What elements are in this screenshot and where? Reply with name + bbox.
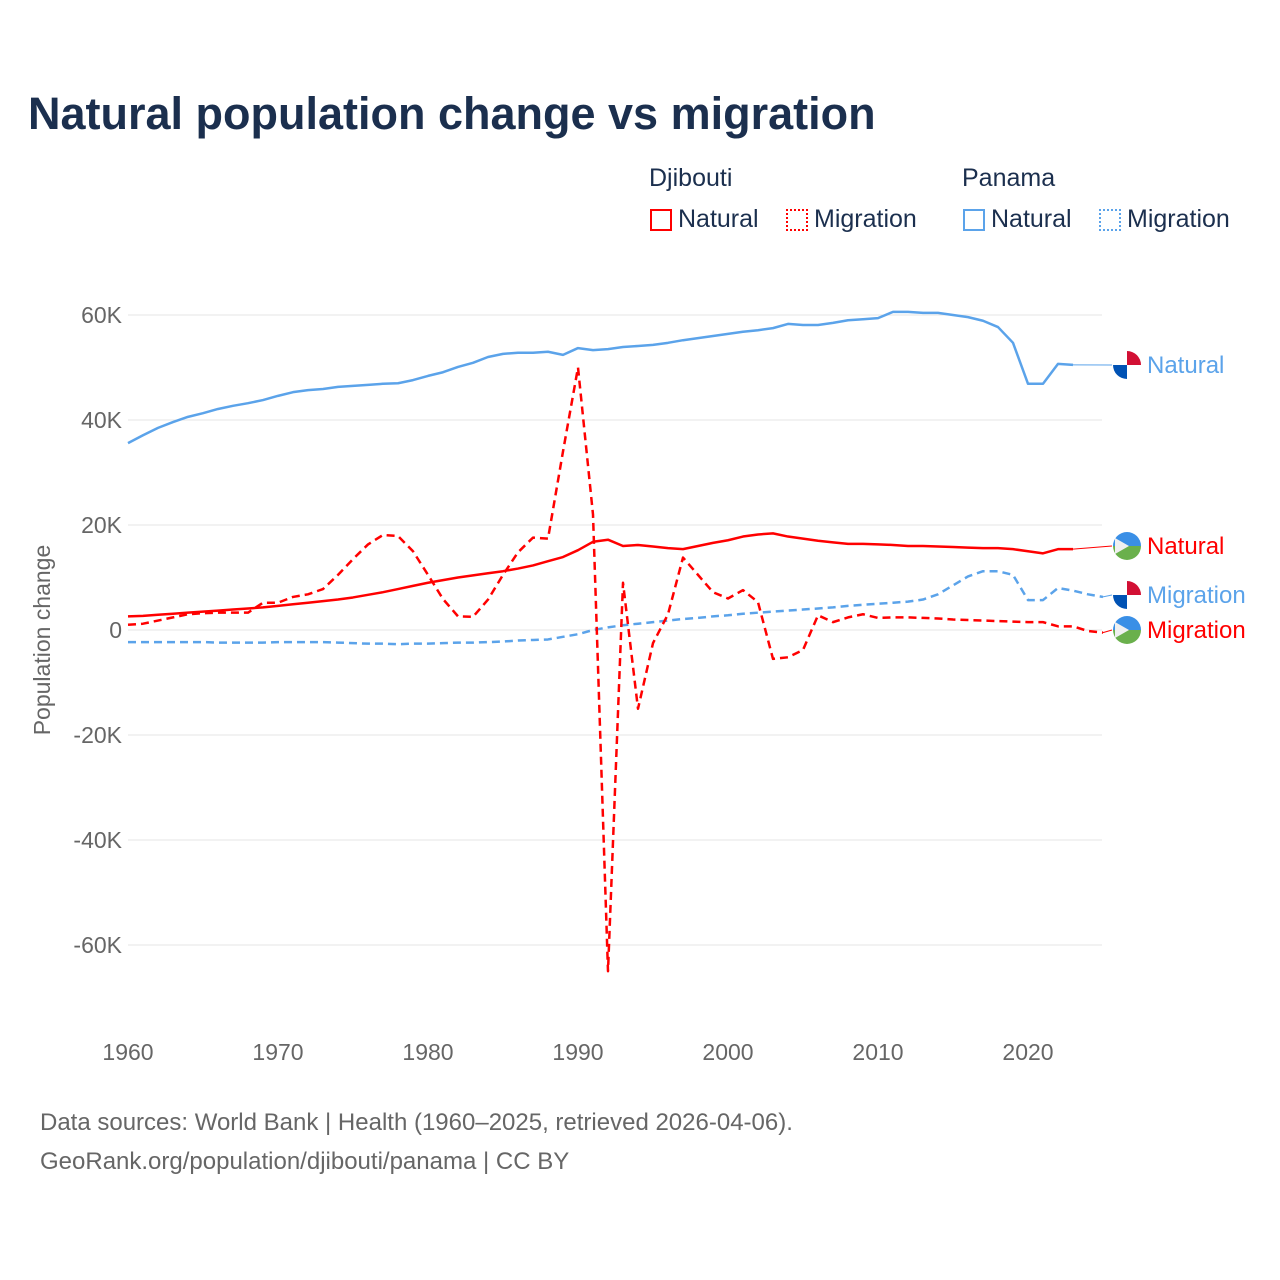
- y-tick-label: 20K: [81, 512, 123, 538]
- series-line-panama-natural: [127, 310, 1074, 445]
- label-connector: [1102, 629, 1113, 634]
- legend-swatch-dotted: [786, 208, 808, 231]
- series-end-label: Migration: [1147, 617, 1246, 644]
- legend-djibouti-natural[interactable]: Natural: [650, 205, 759, 234]
- series-line-djibouti-migration: [127, 366, 1104, 973]
- legend-label: Migration: [1127, 205, 1230, 233]
- legend-label: Migration: [814, 205, 917, 233]
- legend-panama-natural[interactable]: Natural: [963, 205, 1072, 234]
- label-connector: [1072, 545, 1113, 550]
- footer-link[interactable]: GeoRank.org/population/djibouti/panama |…: [40, 1148, 570, 1175]
- legend-label: Natural: [991, 205, 1072, 233]
- djibouti-flag-icon: [1113, 532, 1141, 560]
- panama-flag-icon: [1113, 581, 1141, 609]
- djibouti-flag-icon: [1113, 616, 1141, 644]
- legend-djibouti-migration[interactable]: Migration: [786, 205, 917, 234]
- x-tick-label: 2010: [852, 1039, 903, 1065]
- y-tick-label: -20K: [73, 722, 122, 748]
- x-tick-label: 1990: [552, 1039, 603, 1065]
- y-tick-label: -60K: [73, 932, 122, 958]
- x-tick-label: 1980: [402, 1039, 453, 1065]
- x-tick-label: 1970: [252, 1039, 303, 1065]
- legend-panama-migration[interactable]: Migration: [1099, 205, 1230, 234]
- y-tick-label: 40K: [81, 407, 123, 433]
- series-line-djibouti-natural: [127, 532, 1073, 618]
- panama-flag-icon: [1113, 351, 1141, 379]
- x-tick-label: 2000: [702, 1039, 753, 1065]
- legend-swatch-solid: [650, 208, 672, 231]
- legend-label: Natural: [678, 205, 759, 233]
- y-tick-label: -40K: [73, 827, 122, 853]
- legend-group-djibouti: Djibouti: [649, 164, 733, 192]
- y-axis-label: Population change: [29, 545, 55, 736]
- x-tick-label: 1960: [102, 1039, 153, 1065]
- label-connector: [1102, 594, 1113, 598]
- series-end-label: Migration: [1147, 582, 1246, 609]
- footer-sources: Data sources: World Bank | Health (1960–…: [40, 1109, 793, 1136]
- legend-swatch-solid: [963, 208, 985, 231]
- series-end-label: Natural: [1147, 352, 1224, 379]
- legend-group-panama: Panama: [962, 164, 1056, 192]
- legend-swatch-dotted: [1099, 208, 1121, 231]
- series-line-panama-migration: [128, 569, 1104, 646]
- series-end-label: Natural: [1147, 533, 1224, 560]
- y-tick-label: 0: [109, 617, 122, 643]
- y-tick-label: 60K: [81, 302, 123, 328]
- chart-title: Natural population change vs migration: [28, 88, 876, 139]
- x-tick-label: 2020: [1002, 1039, 1053, 1065]
